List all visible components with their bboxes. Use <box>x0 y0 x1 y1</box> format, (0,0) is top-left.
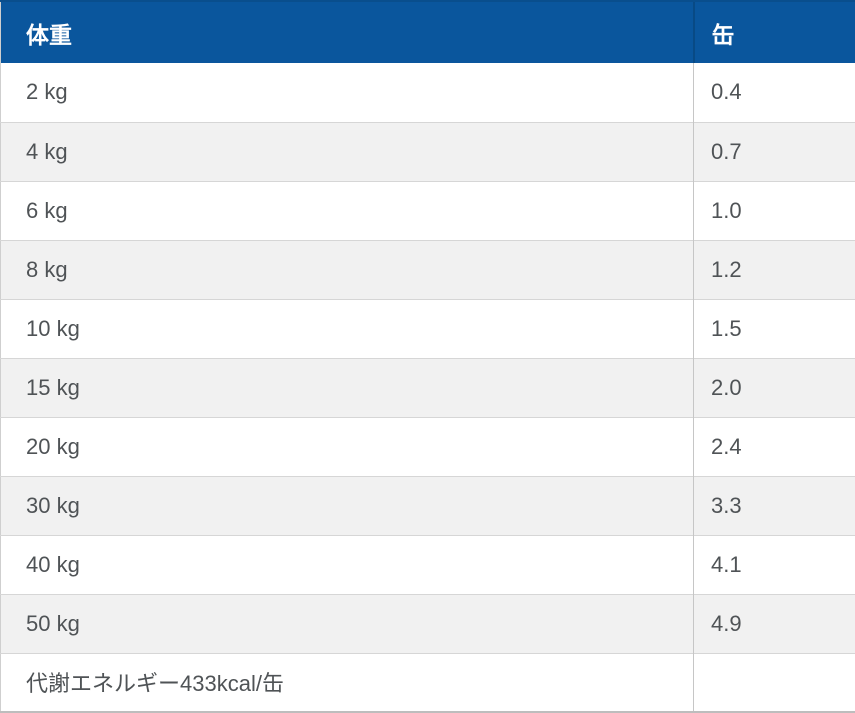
footer-row: 代謝エネルギー433kcal/缶 <box>1 653 855 712</box>
cans-cell: 3.3 <box>694 476 855 535</box>
cans-cell: 4.1 <box>694 535 855 594</box>
table-row: 30 kg 3.3 <box>1 476 855 535</box>
weight-cell: 30 kg <box>1 476 694 535</box>
table-row: 4 kg 0.7 <box>1 122 855 181</box>
table-row: 40 kg 4.1 <box>1 535 855 594</box>
cans-cell: 4.9 <box>694 594 855 653</box>
table-header: 体重 缶 <box>1 1 855 63</box>
footer-note-cell: 代謝エネルギー433kcal/缶 <box>1 653 694 712</box>
cans-cell: 1.0 <box>694 181 855 240</box>
cans-cell: 0.7 <box>694 122 855 181</box>
weight-cell: 8 kg <box>1 240 694 299</box>
table-row: 6 kg 1.0 <box>1 181 855 240</box>
cans-cell: 2.0 <box>694 358 855 417</box>
table-row: 8 kg 1.2 <box>1 240 855 299</box>
cans-cell: 1.2 <box>694 240 855 299</box>
weight-cell: 10 kg <box>1 299 694 358</box>
weight-cell: 6 kg <box>1 181 694 240</box>
col-header-weight: 体重 <box>1 1 694 63</box>
header-row: 体重 缶 <box>1 1 855 63</box>
col-header-cans: 缶 <box>694 1 855 63</box>
weight-cell: 2 kg <box>1 63 694 122</box>
table-row: 15 kg 2.0 <box>1 358 855 417</box>
table-body: 2 kg 0.4 4 kg 0.7 6 kg 1.0 8 kg 1.2 10 k… <box>1 63 855 712</box>
cans-cell: 2.4 <box>694 417 855 476</box>
weight-cell: 20 kg <box>1 417 694 476</box>
table-row: 20 kg 2.4 <box>1 417 855 476</box>
weight-cell: 15 kg <box>1 358 694 417</box>
weight-cell: 50 kg <box>1 594 694 653</box>
cans-cell: 1.5 <box>694 299 855 358</box>
table-row: 50 kg 4.9 <box>1 594 855 653</box>
table-row: 10 kg 1.5 <box>1 299 855 358</box>
footer-empty-cell <box>694 653 855 712</box>
cans-cell: 0.4 <box>694 63 855 122</box>
table-row: 2 kg 0.4 <box>1 63 855 122</box>
weight-cell: 4 kg <box>1 122 694 181</box>
weight-cell: 40 kg <box>1 535 694 594</box>
